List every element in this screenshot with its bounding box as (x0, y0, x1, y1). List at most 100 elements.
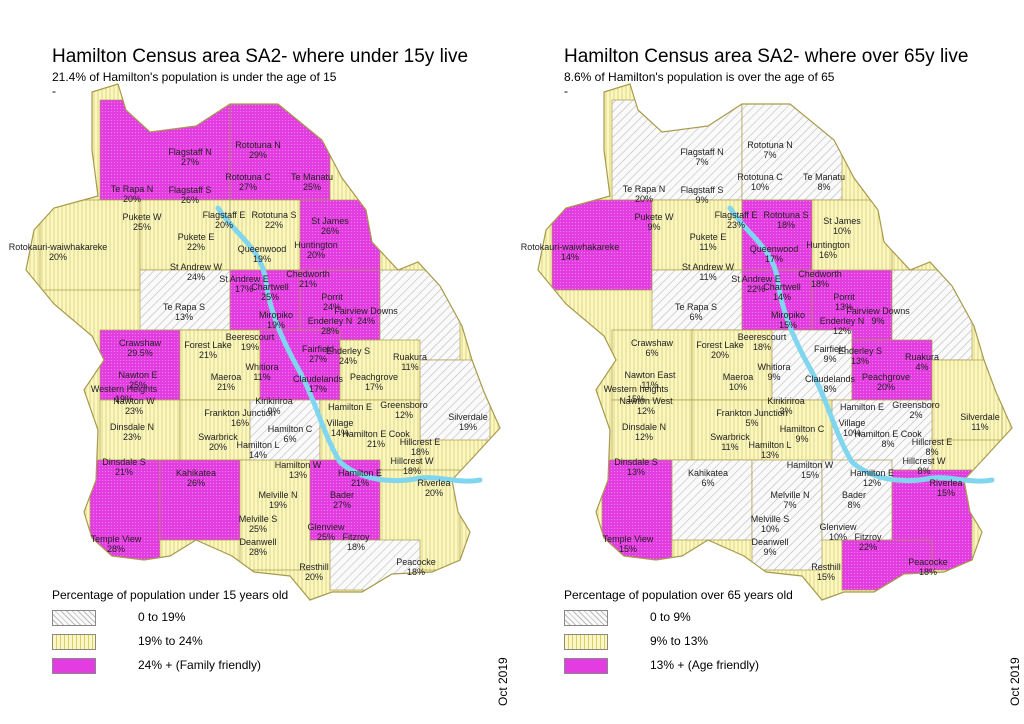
area-label: Peacocke 18% (396, 557, 436, 577)
area-label: Dinsdale N 12% (622, 422, 666, 442)
area-name: Miropiko (771, 310, 805, 320)
area-label: Hillcrest W 18% (391, 456, 435, 476)
area-label: Chartwell 14% (763, 282, 801, 302)
area-value: 20% (305, 572, 323, 582)
area-name: Rototuna C (737, 172, 783, 182)
area-value: 15% (619, 544, 637, 554)
district-block (139, 269, 231, 331)
legend-swatch-low (564, 610, 608, 626)
area-name: Hamilton W (787, 460, 834, 470)
area-name: Rotokauri-waiwhakareke (521, 242, 620, 252)
area-name: Resthill (299, 562, 329, 572)
area-name: Hamilton L (236, 440, 279, 450)
district-block (551, 199, 653, 291)
map-over-65: Rototuna N 7%Flagstaff N 7%Te Rapa N 20%Fla… (521, 83, 1013, 601)
area-label: Melville S 10% (751, 514, 790, 534)
area-value: 18% (347, 542, 365, 552)
area-label: Fairview Downs 9% (846, 306, 910, 326)
area-label: Forest Lake 21% (184, 340, 232, 360)
district-block (771, 329, 853, 401)
area-name: Flagstaff E (203, 210, 246, 220)
area-name: Flagstaff N (680, 147, 723, 157)
area-value: 6% (645, 348, 658, 358)
area-label: Enderley S 24% (326, 346, 370, 366)
legend-swatch-low (52, 610, 96, 626)
area-name: Dinsdale N (110, 422, 154, 432)
area-label: Resthill 20% (299, 562, 329, 582)
area-value: 3% (779, 406, 792, 416)
district-block (931, 359, 1003, 441)
area-value: 20% (307, 250, 325, 260)
district-block (611, 399, 693, 461)
area-label: Chartwell 25% (251, 282, 289, 302)
area-name: Kirikiriroa (255, 396, 293, 406)
area-label: Riverlea 15% (929, 478, 962, 498)
area-value: 9% (647, 222, 660, 232)
area-label: Te Manatu 25% (291, 172, 333, 192)
area-label: St Andrew W 11% (682, 262, 735, 282)
area-label: Whitiora 11% (245, 362, 278, 382)
district-block (671, 459, 753, 541)
area-name: Melville N (258, 490, 297, 500)
area-name: Huntington (806, 240, 850, 250)
area-name: Resthill (811, 562, 841, 572)
area-label: Queenwood 19% (238, 244, 287, 264)
area-value: 8% (847, 500, 860, 510)
area-value: 21% (367, 439, 385, 449)
area-label: Temple View 15% (603, 534, 654, 554)
district-block (259, 329, 341, 401)
area-name: Kahikatea (176, 468, 216, 478)
area-value: 24% (323, 302, 341, 312)
area-name: Deanwell (751, 537, 788, 547)
area-label: Rotokauri-waiwhakareke 20% (9, 242, 108, 262)
area-label: Flagstaff S 9% (681, 185, 724, 205)
area-value: 13% (627, 467, 645, 477)
area-value: 21% (217, 382, 235, 392)
area-name: Pukete E (690, 232, 727, 242)
area-name: Hamilton C (780, 424, 825, 434)
area-value: 8% (881, 439, 894, 449)
area-value: 25% (249, 524, 267, 534)
area-value: 10% (833, 226, 851, 236)
area-value: 22% (187, 242, 205, 252)
area-value: 23% (123, 432, 141, 442)
area-name: Flagstaff N (168, 147, 211, 157)
district-block (239, 459, 311, 571)
area-label: Western heights 15% (604, 384, 669, 404)
area-label: Bader 8% (842, 490, 866, 510)
area-label: Nawton West 12% (619, 396, 673, 416)
area-value: 6% (689, 312, 702, 322)
area-label: Pukete W 25% (122, 212, 162, 232)
area-value: 27% (309, 354, 327, 364)
area-label: Fairfield 9% (814, 344, 846, 364)
area-value: 28% (321, 326, 339, 336)
area-value: 25% (129, 380, 147, 390)
area-label: Peachgrove 20% (862, 372, 910, 392)
legend-swatch-mid (564, 634, 608, 650)
area-label: Rototuna S 18% (763, 210, 808, 230)
district-block (139, 199, 231, 271)
area-value: 16% (231, 418, 249, 428)
area-value: 24% (357, 316, 375, 326)
area-value: 19% (253, 254, 271, 264)
area-value: 20% (635, 194, 653, 204)
area-label: Chedworth 21% (286, 269, 330, 289)
area-label: Glenview 10% (819, 522, 857, 542)
area-label: Kahikatea 6% (688, 468, 728, 488)
area-name: Forest Lake (696, 340, 744, 350)
map-subtitle: 8.6% of Hamilton's population is over th… (564, 70, 835, 84)
area-name: Hillcrest W (903, 456, 947, 466)
area-label: Flagstaff E 20% (203, 210, 246, 230)
area-value: 13% (835, 302, 853, 312)
district-block (179, 399, 251, 461)
area-name: Maeroa (723, 372, 754, 382)
area-name: Te Manatu (803, 172, 845, 182)
area-name: Dinsdale N (622, 422, 666, 432)
area-name: Swarbrick (198, 432, 238, 442)
area-value: 20% (877, 382, 895, 392)
area-value: 20% (49, 252, 67, 262)
map-panel-under-15: Hamilton Census area SA2- where under 15… (9, 46, 510, 706)
area-label: Village 10% (839, 418, 866, 438)
area-label: Hamilton C 9% (780, 424, 825, 444)
area-value: 22% (747, 284, 765, 294)
